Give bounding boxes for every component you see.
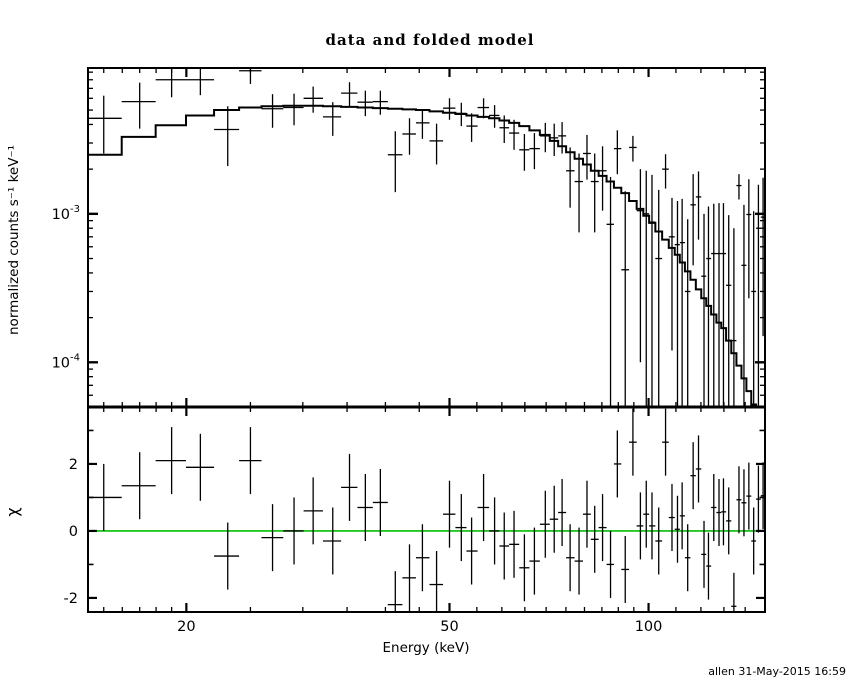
model-step-line	[88, 104, 758, 407]
plot-frame	[87, 67, 766, 613]
x-tick-label-100: 100	[635, 619, 663, 635]
timestamp-label: allen 31-May-2015 16:59	[708, 665, 846, 678]
y-axis-label-chi: χ	[3, 507, 22, 516]
chi-tick-label-2: 2	[69, 457, 78, 473]
chi-tick-label--2: -2	[64, 591, 78, 607]
y-axis-label-counts: normalized counts s⁻¹ keV⁻¹	[6, 145, 22, 335]
y-tick-label-10e-3: 10-3	[52, 204, 80, 223]
residual-data-points	[88, 408, 765, 612]
plot-title: data and folded model	[326, 31, 535, 49]
y-tick-label-10e-4: 10-4	[52, 352, 80, 371]
x-tick-label-20: 20	[177, 619, 195, 635]
spectrum-data-points	[88, 68, 765, 407]
chi-tick-label-0: 0	[69, 524, 78, 540]
x-axis-label: Energy (keV)	[383, 640, 470, 656]
x-tick-label-50: 50	[440, 619, 458, 635]
axis-ticks	[88, 68, 765, 612]
